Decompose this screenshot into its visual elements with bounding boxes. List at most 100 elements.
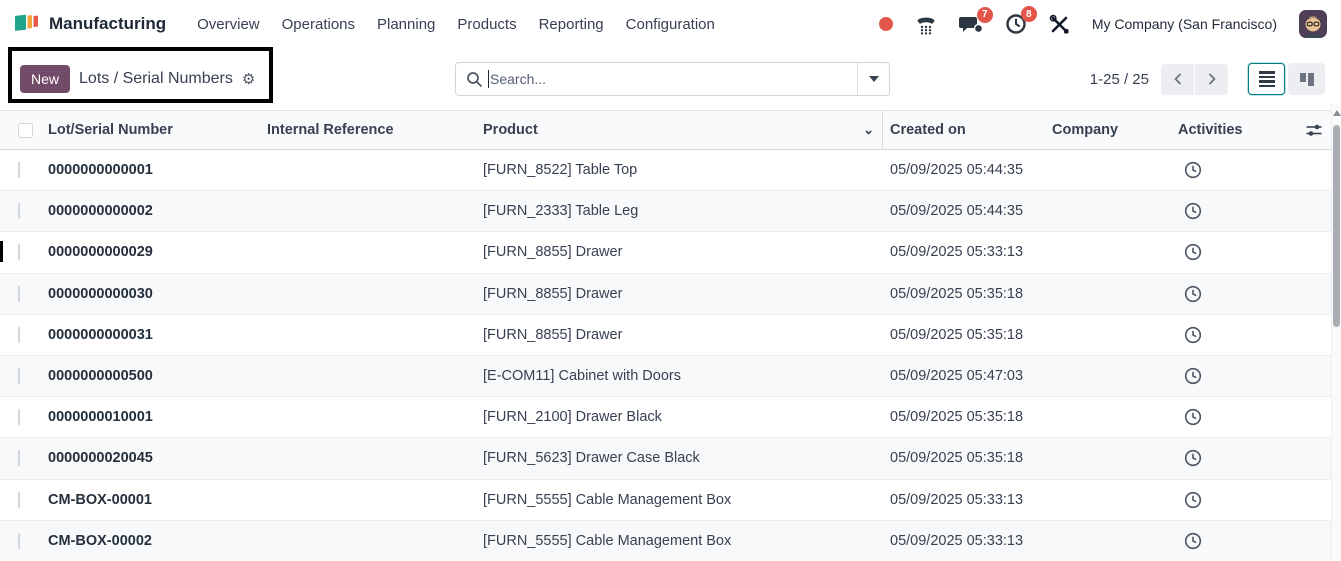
row-checkbox[interactable] — [18, 162, 20, 178]
vertical-scrollbar[interactable] — [1331, 104, 1341, 561]
row-checkbox[interactable] — [18, 533, 20, 549]
list-view-button[interactable] — [1248, 63, 1285, 95]
activity-cell — [1178, 491, 1290, 509]
search-bar — [455, 62, 890, 96]
row-checkbox[interactable] — [18, 492, 20, 508]
menu-overview[interactable]: Overview — [186, 10, 271, 39]
row-checkbox[interactable] — [18, 244, 20, 260]
created-on-cell: 05/09/2025 05:35:18 — [883, 327, 1052, 343]
lot-serial-number-cell: CM-BOX-00002 — [48, 533, 267, 549]
scrollbar-thumb[interactable] — [1333, 125, 1340, 327]
menu-operations[interactable]: Operations — [271, 10, 366, 39]
activity-clock-icon[interactable] — [1184, 408, 1202, 426]
activity-clock-icon[interactable] — [1184, 202, 1202, 220]
column-header-created-on[interactable]: Created on — [883, 111, 1052, 149]
new-button[interactable]: New — [20, 65, 70, 93]
activity-clock-icon[interactable] — [1184, 161, 1202, 179]
search-icon — [466, 71, 483, 88]
table-row[interactable]: 0000000020045 [FURN_5623] Drawer Case Bl… — [0, 438, 1341, 479]
app-name: Manufacturing — [49, 14, 166, 34]
table-row[interactable]: CM-BOX-00001 [FURN_5555] Cable Managemen… — [0, 480, 1341, 521]
kanban-view-button[interactable] — [1288, 63, 1325, 95]
row-checkbox[interactable] — [18, 203, 20, 219]
product-cell: [FURN_8855] Drawer — [483, 244, 883, 260]
product-cell: [E-COM11] Cabinet with Doors — [483, 368, 883, 384]
voip-phone-icon[interactable] — [915, 14, 937, 35]
activity-clock-icon[interactable] — [1184, 243, 1202, 261]
tools-icon[interactable] — [1049, 14, 1070, 35]
created-on-cell: 05/09/2025 05:47:03 — [883, 368, 1052, 384]
row-checkbox[interactable] — [18, 368, 20, 384]
table-row[interactable]: 0000000000002 [FURN_2333] Table Leg 05/0… — [0, 191, 1341, 232]
messages-icon[interactable]: 7 — [959, 14, 983, 35]
table-row[interactable]: 0000000000031 [FURN_8855] Drawer 05/09/2… — [0, 315, 1341, 356]
activity-cell — [1178, 449, 1290, 467]
user-avatar[interactable] — [1299, 10, 1327, 38]
lots-list-view: Lot/Serial Number Internal Reference Pro… — [0, 110, 1341, 561]
created-on-cell: 05/09/2025 05:35:18 — [883, 450, 1052, 466]
row-checkbox[interactable] — [18, 327, 20, 343]
menu-configuration[interactable]: Configuration — [615, 10, 726, 39]
activities-badge: 8 — [1021, 6, 1037, 22]
product-cell: [FURN_8522] Table Top — [483, 162, 883, 178]
menu-products[interactable]: Products — [446, 10, 527, 39]
created-on-cell: 05/09/2025 05:33:13 — [883, 533, 1052, 549]
activity-clock-icon[interactable] — [1184, 449, 1202, 467]
row-checkbox[interactable] — [18, 450, 20, 466]
activity-cell — [1178, 161, 1290, 179]
activity-clock-icon[interactable] — [1184, 285, 1202, 303]
lot-serial-number-cell: CM-BOX-00001 — [48, 492, 267, 508]
column-dropdown-chevron-icon[interactable]: ⌄ — [863, 122, 874, 138]
table-row[interactable]: 0000000000030 [FURN_8855] Drawer 05/09/2… — [0, 274, 1341, 315]
column-header-lot-serial-number[interactable]: Lot/Serial Number — [48, 111, 267, 149]
created-on-cell: 05/09/2025 05:44:35 — [883, 162, 1052, 178]
pager-next-button[interactable] — [1195, 64, 1228, 95]
activity-clock-icon[interactable] — [1184, 367, 1202, 385]
search-dropdown-toggle[interactable] — [857, 63, 889, 95]
pager-previous-button[interactable] — [1161, 64, 1194, 95]
kanban-view-icon — [1299, 72, 1315, 87]
column-header-product[interactable]: Product ⌄ — [483, 111, 883, 149]
activity-clock-icon[interactable] — [1184, 532, 1202, 550]
activity-cell — [1178, 243, 1290, 261]
sliders-icon — [1305, 123, 1323, 138]
pager: 1-25 / 25 — [1090, 62, 1325, 96]
column-header-internal-reference[interactable]: Internal Reference — [267, 111, 483, 149]
created-on-cell: 05/09/2025 05:35:18 — [883, 409, 1052, 425]
created-on-cell: 05/09/2025 05:33:13 — [883, 244, 1052, 260]
activity-cell — [1178, 202, 1290, 220]
activity-cell — [1178, 326, 1290, 344]
menu-reporting[interactable]: Reporting — [528, 10, 615, 39]
table-header-row: Lot/Serial Number Internal Reference Pro… — [0, 111, 1341, 150]
product-cell: [FURN_5555] Cable Management Box — [483, 492, 883, 508]
table-row[interactable]: 0000000010001 [FURN_2100] Drawer Black 0… — [0, 397, 1341, 438]
menu-planning[interactable]: Planning — [366, 10, 446, 39]
manufacturing-app-icon — [14, 10, 40, 39]
created-on-cell: 05/09/2025 05:33:13 — [883, 492, 1052, 508]
table-row[interactable]: CM-BOX-00002 [FURN_5555] Cable Managemen… — [0, 521, 1341, 561]
lot-serial-number-cell: 0000000010001 — [48, 409, 267, 425]
activity-clock-icon[interactable] — [1184, 491, 1202, 509]
app-switcher[interactable]: Manufacturing — [14, 10, 166, 39]
breadcrumb: New Lots / Serial Numbers ⚙ — [20, 65, 255, 93]
gear-icon[interactable]: ⚙ — [242, 72, 255, 87]
lot-serial-number-cell: 0000000000500 — [48, 368, 267, 384]
activity-clock-icon[interactable] — [1184, 326, 1202, 344]
row-checkbox[interactable] — [18, 286, 20, 302]
activity-cell — [1178, 408, 1290, 426]
list-view-icon — [1259, 71, 1275, 87]
view-switcher — [1248, 63, 1325, 95]
activities-clock-icon[interactable]: 8 — [1005, 13, 1027, 35]
column-header-activities[interactable]: Activities — [1178, 111, 1290, 149]
table-row[interactable]: 0000000000001 [FURN_8522] Table Top 05/0… — [0, 150, 1341, 191]
lot-serial-number-cell: 0000000000002 — [48, 203, 267, 219]
product-cell: [FURN_5623] Drawer Case Black — [483, 450, 883, 466]
scroll-up-arrow-icon[interactable] — [1333, 110, 1341, 116]
table-row[interactable]: 0000000000029 [FURN_8855] Drawer 05/09/2… — [0, 232, 1341, 273]
company-selector[interactable]: My Company (San Francisco) — [1092, 16, 1277, 32]
row-checkbox[interactable] — [18, 409, 20, 425]
select-all-checkbox[interactable] — [18, 123, 33, 138]
column-header-company[interactable]: Company — [1052, 111, 1178, 149]
search-input[interactable] — [489, 71, 857, 87]
table-row[interactable]: 0000000000500 [E-COM11] Cabinet with Doo… — [0, 356, 1341, 397]
